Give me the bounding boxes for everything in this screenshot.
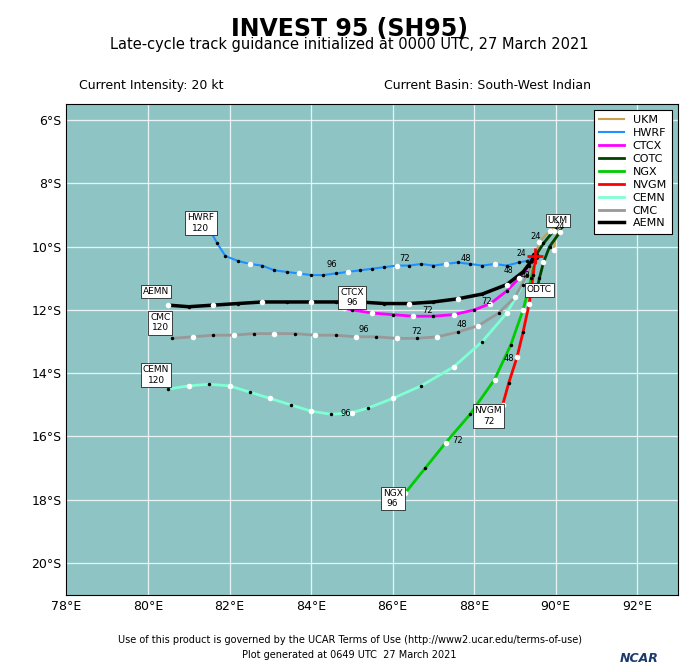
Text: 96: 96: [359, 325, 369, 334]
Text: 48: 48: [503, 353, 514, 362]
Text: 24: 24: [530, 232, 540, 241]
Text: 48: 48: [504, 267, 514, 276]
Legend: UKM, HWRF, CTCX, COTC, NGX, NVGM, CEMN, CMC, AEMN: UKM, HWRF, CTCX, COTC, NGX, NVGM, CEMN, …: [593, 110, 672, 234]
Text: NGX
96: NGX 96: [382, 489, 403, 508]
Text: 48: 48: [456, 321, 467, 329]
Text: Use of this product is governed by the UCAR Terms of Use (http://www2.ucar.edu/t: Use of this product is governed by the U…: [117, 635, 582, 645]
Text: UKM: UKM: [548, 216, 568, 225]
Text: 96: 96: [326, 260, 337, 269]
Text: 72: 72: [400, 254, 410, 263]
Text: ODTC: ODTC: [527, 286, 552, 294]
Text: Current Intensity: 20 kt: Current Intensity: 20 kt: [78, 79, 223, 92]
Text: 72: 72: [412, 327, 422, 335]
Text: 24: 24: [554, 222, 565, 231]
Text: Late-cycle track guidance initialized at 0000 UTC, 27 March 2021: Late-cycle track guidance initialized at…: [110, 37, 589, 52]
Text: 72: 72: [481, 296, 491, 306]
Text: HWRF
120: HWRF 120: [187, 213, 215, 233]
Text: CEMN
120: CEMN 120: [143, 366, 169, 384]
Text: 96: 96: [340, 409, 351, 418]
Text: Current Basin: South-West Indian: Current Basin: South-West Indian: [384, 79, 591, 92]
Text: NCAR: NCAR: [620, 653, 659, 665]
Text: AEMN: AEMN: [143, 287, 169, 296]
Text: Plot generated at 0649 UTC  27 March 2021: Plot generated at 0649 UTC 27 March 2021: [243, 650, 456, 661]
Text: CTCX
96: CTCX 96: [340, 288, 363, 307]
Text: INVEST 95 (SH95): INVEST 95 (SH95): [231, 17, 468, 41]
Text: NVGM
72: NVGM 72: [475, 407, 503, 426]
Text: 72: 72: [452, 436, 463, 445]
Text: 48: 48: [528, 257, 538, 266]
Text: 72: 72: [422, 306, 433, 315]
Text: 48: 48: [520, 271, 530, 280]
Text: 24: 24: [517, 249, 526, 258]
Text: 48: 48: [461, 254, 471, 263]
Text: CMC
120: CMC 120: [150, 313, 171, 333]
